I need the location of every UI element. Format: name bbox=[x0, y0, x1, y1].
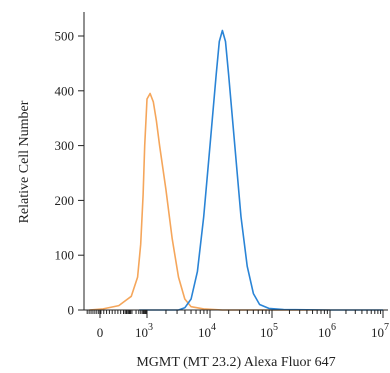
series-layer bbox=[89, 29, 383, 311]
series-1-line bbox=[89, 92, 330, 311]
y-tick-label: 500 bbox=[55, 29, 75, 44]
y-tick-label: 300 bbox=[55, 138, 75, 153]
x-axis-title: MGMT (MT 23.2) Alexa Fluor 647 bbox=[136, 355, 335, 370]
x-tick-label: 0 bbox=[97, 325, 104, 340]
y-tick-label: 100 bbox=[55, 248, 75, 263]
y-ticks: 0 100 200 300 400 500 bbox=[55, 29, 84, 318]
axes bbox=[83, 12, 388, 311]
series-2-line bbox=[139, 29, 383, 311]
y-tick-label: 0 bbox=[68, 303, 75, 318]
x-tick-label: 104 bbox=[198, 322, 216, 340]
x-tick-label: 103 bbox=[135, 322, 153, 340]
x-ticks: 0 103 104 105 106 107 bbox=[86, 310, 389, 340]
y-tick-label: 400 bbox=[55, 83, 75, 98]
y-axis-title: Relative Cell Number bbox=[17, 100, 32, 223]
x-tick-label: 106 bbox=[318, 322, 336, 340]
y-tick-label: 200 bbox=[55, 193, 75, 208]
x-tick-label: 105 bbox=[260, 322, 278, 340]
x-tick-label: 107 bbox=[371, 322, 389, 340]
